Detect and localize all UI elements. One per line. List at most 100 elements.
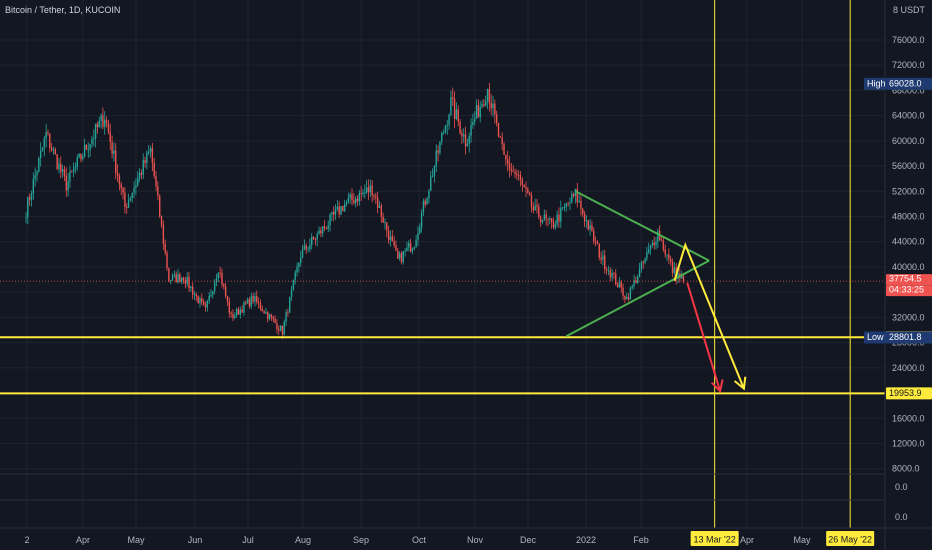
candle-body: [180, 277, 183, 282]
candle-body: [129, 198, 132, 201]
candle-body: [585, 220, 588, 222]
candle-body: [627, 297, 630, 300]
candle-body: [166, 252, 168, 269]
candle-body: [616, 284, 619, 287]
candle-body: [453, 98, 456, 119]
candle-body: [653, 242, 655, 246]
time-tick-label: May: [127, 535, 145, 545]
candle-body: [651, 242, 654, 245]
candle-body: [179, 274, 181, 282]
time-tick-label: 2022: [576, 535, 596, 545]
candle-body: [173, 274, 176, 276]
price-tick-label: 12000.0: [892, 438, 925, 448]
candle-body: [157, 186, 159, 196]
price-tick-label: 60000.0: [892, 136, 925, 146]
candle-body: [87, 149, 89, 151]
candle-body: [188, 276, 190, 289]
candle-body: [290, 289, 293, 297]
candle-body: [186, 276, 188, 284]
price-tick-label: 64000.0: [892, 111, 925, 121]
last-price-tag: 37754.5: [889, 274, 922, 284]
candle-body: [479, 106, 481, 118]
candle-body: [278, 329, 280, 331]
candle-body: [327, 225, 329, 229]
candle-body: [409, 243, 412, 252]
candle-body: [615, 273, 617, 285]
candle-body: [151, 148, 154, 163]
candle-body: [488, 88, 491, 104]
candle-body: [671, 261, 674, 274]
candle-body: [431, 176, 434, 178]
candle-body: [521, 180, 524, 185]
candle-body: [433, 166, 436, 177]
candle-body: [637, 276, 639, 284]
candle-body: [534, 205, 536, 211]
candle-body: [441, 132, 443, 142]
candle-body: [217, 272, 220, 278]
candle-body: [349, 194, 351, 198]
candle-body: [115, 150, 117, 173]
grid-lines: [0, 0, 885, 528]
candle-body: [635, 280, 637, 284]
candle-body: [463, 134, 465, 137]
candle-body: [461, 133, 463, 137]
candle-body: [169, 280, 172, 282]
candle-body: [364, 192, 366, 194]
candle-body: [199, 298, 201, 304]
candle-body: [682, 276, 685, 282]
candle-body: [371, 185, 373, 196]
candle-body: [485, 101, 487, 106]
candle-body: [442, 132, 445, 134]
candle-body: [596, 241, 599, 244]
candle-body: [60, 163, 62, 172]
candle-body: [248, 299, 251, 307]
candle-body: [538, 206, 540, 217]
candle-body: [530, 195, 533, 208]
price-axis-tags: High69028.037754.504:33:2528856.0Low2880…: [690, 77, 932, 546]
currency-label[interactable]: 8 USDT: [893, 5, 926, 15]
sub-pane-tick-label: 0.0: [895, 482, 908, 492]
candle-body: [135, 185, 137, 188]
candle-body: [234, 315, 236, 319]
candle-body: [415, 239, 417, 247]
candle-body: [54, 149, 57, 155]
candle-body: [459, 121, 461, 134]
candle-body: [550, 218, 553, 223]
candle-body: [391, 236, 393, 242]
candle-body: [254, 295, 256, 302]
candle-body: [446, 124, 448, 126]
candle-body: [457, 109, 459, 122]
candle-body: [28, 197, 31, 200]
candle-body: [646, 252, 648, 259]
candle-body: [58, 163, 60, 170]
candle-body: [312, 236, 315, 239]
time-axis[interactable]: 2 Apr May Jun Jul Aug Sep Oct Nov Dec 2022 Feb Apr Ma…: [24, 535, 811, 545]
red-arrow: [686, 282, 722, 392]
candle-body: [369, 185, 372, 193]
candle-body: [63, 169, 66, 176]
candle-body: [600, 257, 602, 260]
candle-body: [561, 207, 564, 209]
candle-body: [263, 311, 265, 314]
candle-body: [98, 121, 100, 128]
high-label: High: [867, 78, 886, 88]
symbol-title[interactable]: Bitcoin / Tether, 1D, KUCOIN: [5, 5, 120, 15]
candle-body: [345, 202, 348, 204]
candle-body: [100, 115, 102, 122]
candle-body: [347, 197, 350, 203]
candle-body: [336, 206, 339, 210]
candle-body: [252, 296, 254, 302]
candle-body: [609, 270, 611, 278]
candle-body: [294, 272, 296, 280]
candle-body: [303, 245, 306, 250]
candle-body: [552, 222, 555, 228]
candle-body: [96, 123, 99, 128]
candle-body: [91, 138, 93, 145]
candle-body: [212, 290, 214, 295]
candle-body: [30, 193, 33, 200]
candle-body: [554, 224, 557, 228]
candle-body: [492, 103, 494, 109]
candle-body: [517, 175, 520, 177]
candle-body: [541, 220, 544, 223]
